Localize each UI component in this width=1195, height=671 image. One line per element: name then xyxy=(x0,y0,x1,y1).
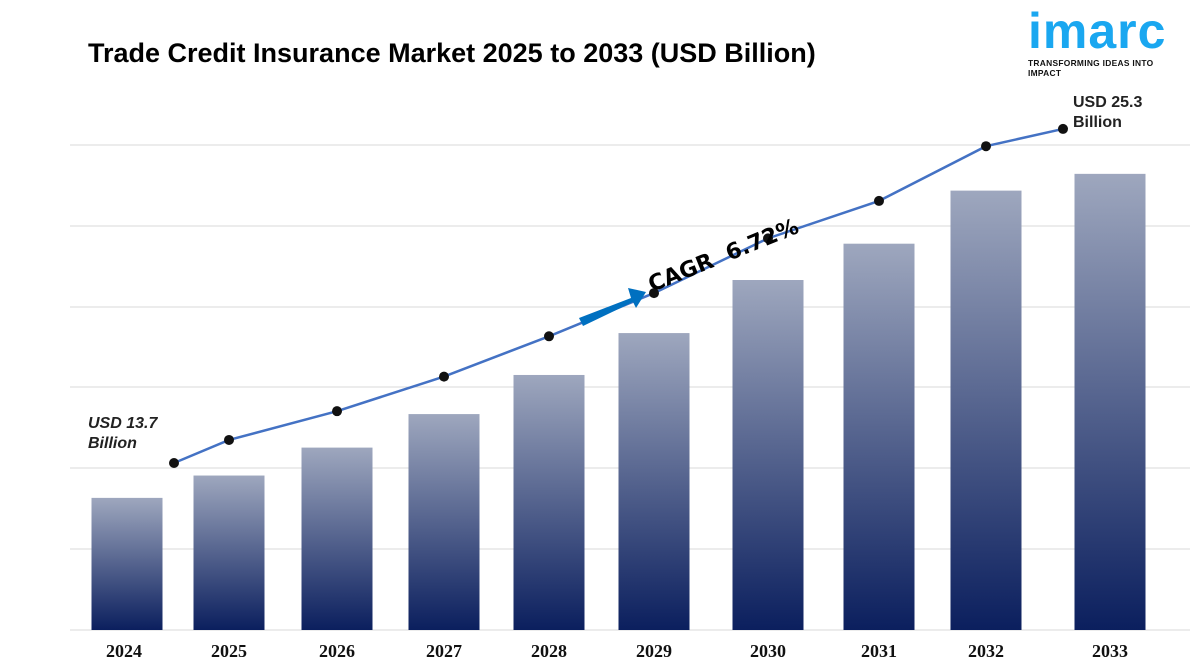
trend-point xyxy=(874,195,884,206)
bar-2028 xyxy=(513,374,585,630)
bar-2032 xyxy=(950,190,1022,630)
bar-2033 xyxy=(1074,173,1146,631)
bar-2029 xyxy=(618,333,690,630)
bar-2031 xyxy=(843,243,915,631)
chart-title: Trade Credit Insurance Market 2025 to 20… xyxy=(88,38,816,68)
bar-2025 xyxy=(193,475,265,630)
trend-point xyxy=(649,288,659,299)
x-tick-label: 2026 xyxy=(319,641,355,661)
trend-point xyxy=(169,458,179,468)
x-tick-label: 2024 xyxy=(106,641,142,661)
end-annotation: USD 25.3 Billion xyxy=(1073,94,1143,131)
trend-point xyxy=(1058,123,1068,134)
x-tick-label: 2027 xyxy=(426,641,462,661)
start-annotation: USD 13.7 Billion xyxy=(88,415,158,452)
x-tick-label: 2030 xyxy=(750,641,786,661)
x-tick-label: 2028 xyxy=(531,641,567,661)
trend-point xyxy=(439,371,449,382)
imarc-logo: imarc TRANSFORMING IDEAS INTO IMPACT xyxy=(1028,6,1178,78)
bar-2030 xyxy=(732,280,804,630)
x-tick-label: 2033 xyxy=(1092,641,1128,661)
bar-2024 xyxy=(91,497,163,630)
cagr-arrow xyxy=(579,288,646,326)
trend-point xyxy=(332,406,342,417)
bar-2026 xyxy=(301,447,373,630)
bar-2027 xyxy=(408,414,480,630)
trend-point xyxy=(981,141,991,152)
x-tick-label: 2031 xyxy=(861,641,897,661)
x-tick-label: 2025 xyxy=(211,641,247,661)
trend-point xyxy=(544,331,554,342)
trend-point xyxy=(763,233,773,244)
logo-word: imarc xyxy=(1028,3,1167,59)
logo-tagline: TRANSFORMING IDEAS INTO IMPACT xyxy=(1028,58,1154,78)
x-tick-label: 2032 xyxy=(968,641,1004,661)
trend-point xyxy=(224,434,234,445)
x-tick-label: 2029 xyxy=(636,641,672,661)
